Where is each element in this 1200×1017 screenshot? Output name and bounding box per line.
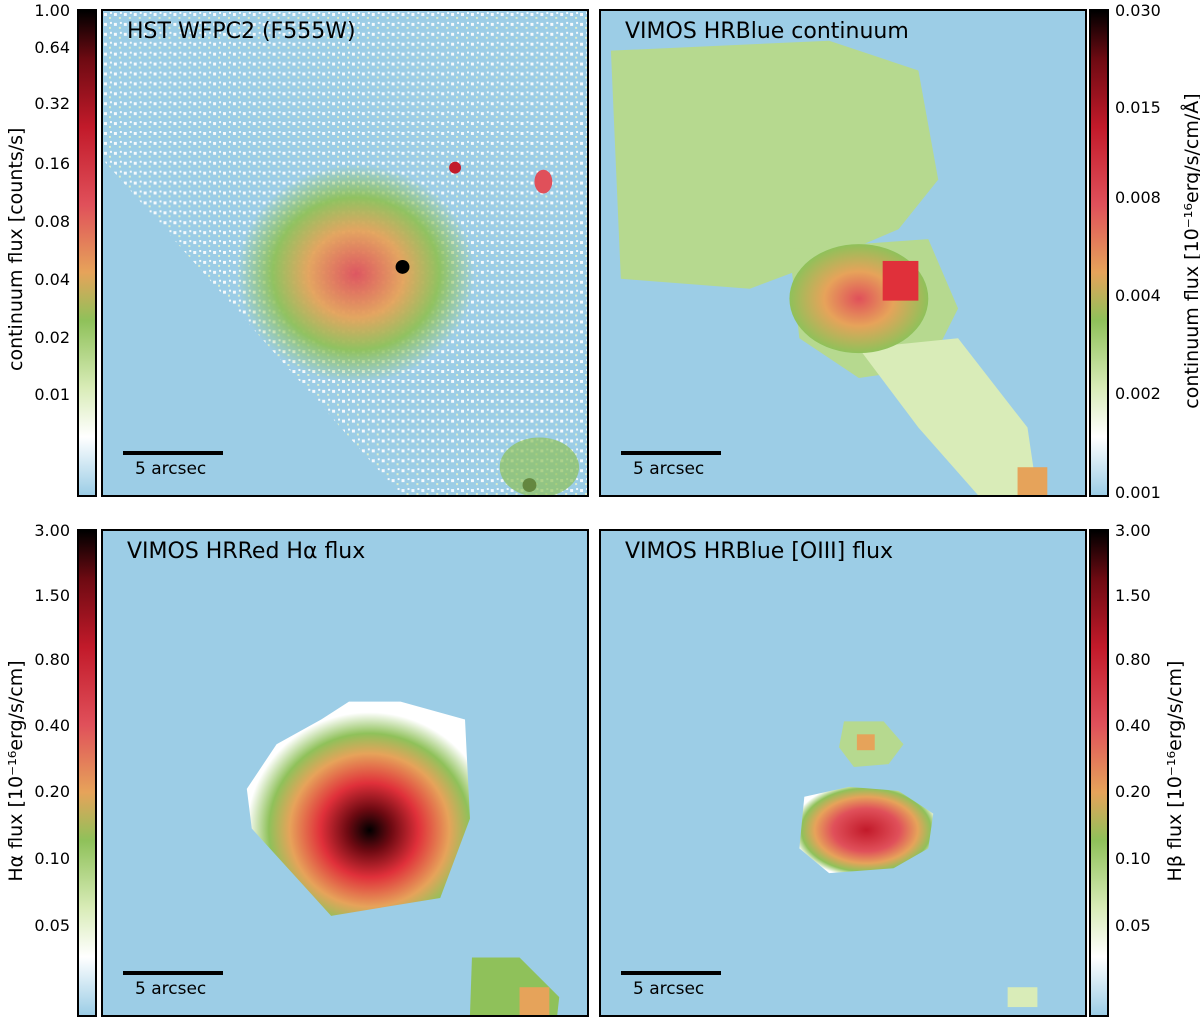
tick-label: 0.05 [1115, 916, 1151, 935]
tick-label: 0.40 [1115, 716, 1151, 735]
colorbar-hbeta-flux [1089, 529, 1109, 1017]
tick-label: 3.00 [1115, 521, 1151, 540]
colorbar-label-left-top: continuum flux [counts/s] [5, 127, 27, 371]
tick-label: 0.015 [1115, 98, 1161, 117]
tick-label: 0.04 [34, 270, 70, 289]
panel-title: VIMOS HRBlue continuum [625, 19, 909, 44]
tick-label: 1.50 [34, 586, 70, 605]
oiii-image [799, 721, 1038, 1008]
scale-bar-label: 5 arcsec [633, 459, 705, 479]
tick-label: 0.030 [1115, 1, 1161, 20]
halpha-image [246, 701, 560, 1015]
panel-title: VIMOS HRRed Hα flux [127, 539, 366, 564]
panel-title: VIMOS HRBlue [OIII] flux [625, 539, 894, 564]
tick-label: 0.008 [1115, 188, 1161, 207]
tick-label: 1.50 [1115, 586, 1151, 605]
scale-bar-label: 5 arcsec [135, 979, 207, 999]
colorbar-halpha-flux [77, 529, 97, 1017]
tick-label: 0.02 [34, 328, 70, 347]
tick-label: 0.01 [34, 385, 70, 404]
scale-bar [123, 971, 223, 975]
colorbar-label-right-bottom: Hβ flux [10⁻¹⁶erg/s/cm] [1164, 660, 1186, 882]
tick-label: 0.40 [34, 716, 70, 735]
tick-label: 0.80 [34, 650, 70, 669]
scale-bar [621, 971, 721, 975]
tick-label: 0.10 [34, 849, 70, 868]
tick-label: 0.20 [1115, 782, 1151, 801]
panel-hst-wfpc2: HST WFPC2 (F555W) 5 arcsec [101, 9, 589, 497]
scale-bar [123, 451, 223, 455]
colorbar-label-left-bottom: Hα flux [10⁻¹⁶erg/s/cm] [5, 660, 27, 882]
tick-label: 0.10 [1115, 849, 1151, 868]
tick-label: 0.16 [34, 154, 70, 173]
tick-label: 0.004 [1115, 286, 1161, 305]
tick-label: 0.001 [1115, 483, 1161, 502]
tick-label: 0.002 [1115, 384, 1161, 403]
tick-label: 0.08 [34, 212, 70, 231]
scale-bar [621, 451, 721, 455]
tick-label: 0.32 [34, 94, 70, 113]
scale-bar-label: 5 arcsec [135, 459, 207, 479]
panel-vimos-continuum: VIMOS HRBlue continuum 5 arcsec [599, 9, 1087, 497]
colorbar-continuum-flux [1089, 9, 1109, 497]
colorbar-continuum-counts [77, 9, 97, 497]
tick-label: 0.05 [34, 916, 70, 935]
panel-oiii: VIMOS HRBlue [OIII] flux 5 arcsec [599, 529, 1087, 1017]
tick-label: 1.00 [34, 1, 70, 20]
tick-label: 0.80 [1115, 650, 1151, 669]
vimos-continuum-image [610, 40, 1048, 495]
panel-halpha: VIMOS HRRed Hα flux 5 arcsec [101, 529, 589, 1017]
tick-label: 0.64 [34, 38, 70, 57]
tick-label: 3.00 [34, 521, 70, 540]
panel-title: HST WFPC2 (F555W) [127, 19, 356, 44]
colorbar-label-right-top: continuum flux [10⁻¹⁶erg/s/cm/Å] [1181, 93, 1200, 409]
hst-image [103, 11, 587, 495]
tick-label: 0.20 [34, 782, 70, 801]
scale-bar-label: 5 arcsec [633, 979, 705, 999]
